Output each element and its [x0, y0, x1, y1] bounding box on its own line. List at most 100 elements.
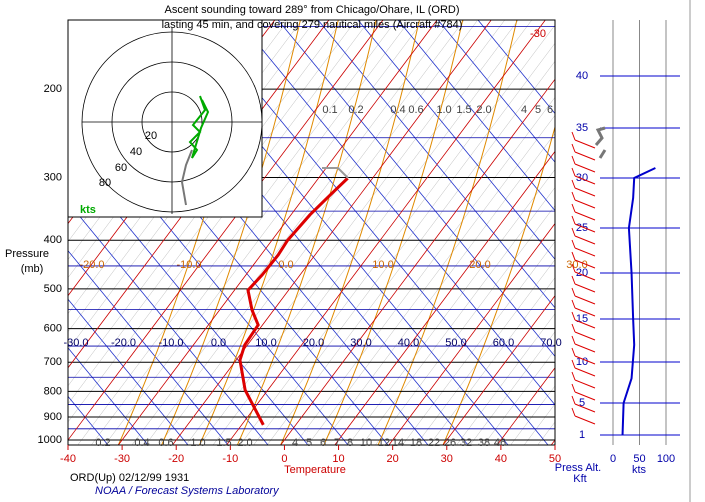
hatch-line — [456, 313, 555, 445]
hatch-line — [68, 20, 370, 423]
wind-barb — [574, 391, 596, 401]
mixing-label: 5 — [535, 104, 541, 116]
dry-adiabat — [68, 347, 149, 445]
dry-adiabat — [68, 298, 189, 445]
adiabat-label: 70.0 — [540, 337, 561, 349]
pressure-tick-label: 900 — [44, 411, 62, 423]
wind-barb — [574, 151, 596, 161]
hodograph-units: kts — [80, 204, 96, 216]
pressure-tick-label: 700 — [44, 356, 62, 368]
speed-tick-label: 0 — [610, 453, 616, 465]
wind-barb-flag — [571, 287, 576, 297]
wind-barb-flag — [571, 275, 576, 285]
title: lasting 45 min, and covering 279 nautica… — [162, 19, 463, 31]
alt-tick-label: 40 — [576, 70, 588, 82]
hatch-line — [77, 20, 397, 445]
dry-adiabat — [317, 20, 555, 309]
footer: ORD(Up) 02/12/99 1931 — [70, 472, 189, 484]
adiabat-label: -10.0 — [158, 337, 183, 349]
mixing-label: 26 — [444, 437, 456, 449]
x-tick-label: -10 — [222, 453, 238, 465]
hodograph-box — [67, 19, 263, 218]
hatch-line — [145, 20, 465, 445]
wind-barb — [574, 271, 596, 281]
isotherm — [118, 20, 438, 445]
mixing-label: 6 — [320, 437, 326, 449]
hodograph-ring-label: 40 — [130, 146, 142, 158]
adiabat-label: 30.0 — [350, 337, 371, 349]
credit: NOAA / Forecast Systems Laboratory — [95, 485, 280, 497]
adiabat-label: 20.0 — [303, 337, 324, 349]
wind-barb — [574, 235, 596, 245]
title: Ascent sounding toward 289° from Chicago… — [164, 4, 459, 16]
wind-speed-line — [621, 167, 656, 436]
y-axis-label: Pressure — [5, 248, 49, 260]
wind-barb-flag — [571, 131, 576, 141]
mixing-label: 38 — [478, 437, 490, 449]
isotherm-label: 10.0 — [372, 259, 393, 271]
mixing-label: 0.2 — [95, 437, 110, 449]
x-tick-label: 50 — [549, 453, 561, 465]
hatch-line — [348, 169, 555, 445]
alt-tick-label: 10 — [576, 356, 588, 368]
hodograph-trace — [188, 95, 210, 159]
wind-barb — [574, 199, 596, 209]
wind-barb-flag — [571, 203, 576, 213]
hatch-line — [185, 20, 505, 445]
hatch-line — [68, 20, 357, 405]
hatch-line — [483, 349, 555, 445]
mixing-label: 22 — [428, 437, 440, 449]
adiabat-label: -20.0 — [111, 337, 136, 349]
y-axis-label: (mb) — [21, 263, 44, 275]
wind-barb-flag — [571, 191, 576, 201]
dry-adiabat — [397, 20, 555, 212]
dry-adiabat — [357, 20, 555, 260]
top-label: -30 — [530, 28, 546, 40]
speed-tick-label: 100 — [657, 453, 675, 465]
dry-adiabat — [68, 104, 349, 445]
plot-frame — [67, 19, 556, 446]
x-tick-label: 30 — [441, 453, 453, 465]
isotherm-label: -20.0 — [79, 259, 104, 271]
wind-barb-flag — [571, 311, 576, 321]
mixing-label: 2.0 — [237, 437, 252, 449]
hatch-line — [415, 259, 555, 445]
profile-top — [322, 167, 349, 179]
wind-barb-flag — [571, 179, 576, 189]
wind-barb — [574, 139, 596, 149]
mixing-label: 0.1 — [322, 104, 337, 116]
hatch-line — [429, 277, 555, 445]
hatch-line — [469, 331, 555, 445]
alt-label: Kft — [573, 473, 586, 485]
wind-barb-flag — [571, 371, 576, 381]
hatch-line — [361, 187, 555, 445]
hodograph-trace-low — [180, 149, 193, 206]
mixing-label: 1.0 — [436, 104, 451, 116]
adiabat-label: 0.0 — [211, 337, 226, 349]
wind-barb — [574, 259, 596, 269]
hatch-line — [321, 132, 555, 445]
mixing-label: 0.6 — [158, 437, 173, 449]
x-tick-label: 20 — [387, 453, 399, 465]
mixing-label: 8 — [347, 437, 353, 449]
wind-barb — [574, 163, 596, 173]
wind-barb — [574, 223, 596, 233]
mixing-label: 18 — [410, 437, 422, 449]
mixing-label: 7 — [334, 437, 340, 449]
speed-label: kts — [632, 464, 647, 476]
dry-adiabat — [68, 201, 269, 445]
isotherm — [496, 367, 555, 445]
x-tick-label: 40 — [495, 453, 507, 465]
wind-barb-top — [594, 126, 607, 159]
hatch-line — [239, 24, 555, 445]
mixing-label: 32 — [460, 437, 472, 449]
mixing-label: 1.5 — [456, 104, 471, 116]
wind-barb — [574, 295, 596, 305]
hatch-line — [212, 20, 533, 445]
dry-adiabat — [68, 250, 229, 445]
hatch-line — [199, 20, 519, 445]
isotherm-label: -10.0 — [176, 259, 201, 271]
adiabat-label: 10.0 — [255, 337, 276, 349]
wind-barb-flag — [571, 227, 576, 237]
